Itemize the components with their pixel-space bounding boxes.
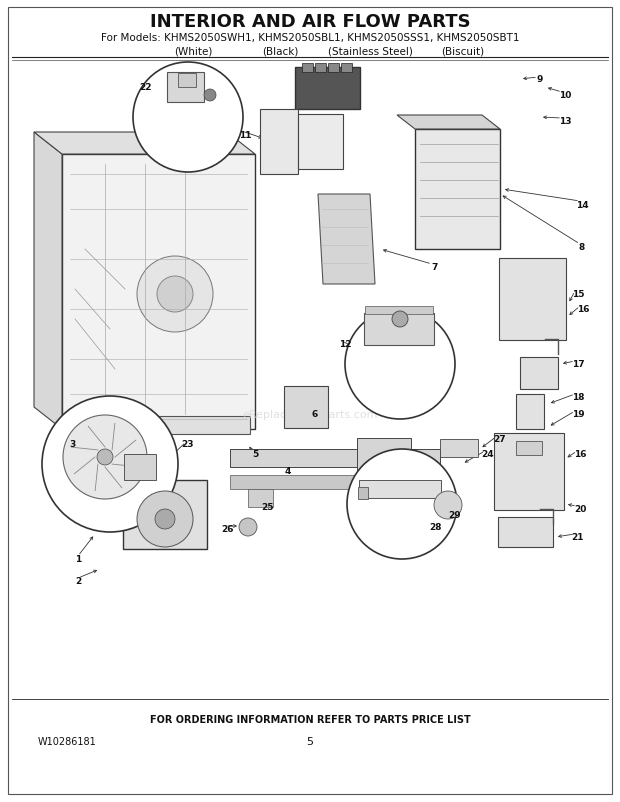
Text: (Stainless Steel): (Stainless Steel) <box>327 46 412 56</box>
Text: 2: 2 <box>75 577 81 585</box>
Text: FOR ORDERING INFORMATION REFER TO PARTS PRICE LIST: FOR ORDERING INFORMATION REFER TO PARTS … <box>149 714 471 724</box>
FancyBboxPatch shape <box>520 358 558 390</box>
Circle shape <box>137 492 193 547</box>
Polygon shape <box>318 195 375 285</box>
FancyBboxPatch shape <box>340 63 352 72</box>
Text: (Black): (Black) <box>262 46 298 56</box>
Text: 20: 20 <box>574 505 586 514</box>
Text: INTERIOR AND AIR FLOW PARTS: INTERIOR AND AIR FLOW PARTS <box>149 13 471 31</box>
Text: For Models: KHMS2050SWH1, KHMS2050SBL1, KHMS2050SSS1, KHMS2050SBT1: For Models: KHMS2050SWH1, KHMS2050SBL1, … <box>100 33 520 43</box>
Circle shape <box>157 277 193 313</box>
FancyBboxPatch shape <box>415 130 500 249</box>
Circle shape <box>347 449 457 559</box>
Text: 26: 26 <box>222 525 234 534</box>
FancyBboxPatch shape <box>357 439 411 471</box>
Circle shape <box>155 509 175 529</box>
Text: 18: 18 <box>572 393 584 402</box>
Text: 5: 5 <box>306 736 314 746</box>
FancyBboxPatch shape <box>295 68 360 110</box>
Text: 5: 5 <box>252 450 258 459</box>
Text: 14: 14 <box>576 200 588 209</box>
FancyBboxPatch shape <box>178 74 196 88</box>
Circle shape <box>42 396 178 533</box>
Text: 12: 12 <box>339 340 352 349</box>
FancyBboxPatch shape <box>123 480 207 549</box>
FancyBboxPatch shape <box>499 259 566 341</box>
Text: 27: 27 <box>494 435 507 444</box>
Circle shape <box>63 415 147 500</box>
Text: 15: 15 <box>572 290 584 299</box>
Circle shape <box>137 257 213 333</box>
Polygon shape <box>34 133 255 155</box>
FancyBboxPatch shape <box>440 439 478 457</box>
Text: 10: 10 <box>559 91 571 100</box>
FancyBboxPatch shape <box>365 306 433 314</box>
FancyBboxPatch shape <box>230 449 440 468</box>
Polygon shape <box>34 133 62 429</box>
FancyBboxPatch shape <box>230 476 440 489</box>
Text: 16: 16 <box>574 450 587 459</box>
Text: 7: 7 <box>432 263 438 272</box>
Circle shape <box>392 312 408 327</box>
FancyBboxPatch shape <box>516 395 544 429</box>
Text: 23: 23 <box>182 440 194 449</box>
Text: 28: 28 <box>429 523 441 532</box>
Text: 1: 1 <box>75 555 81 564</box>
Text: 13: 13 <box>559 117 571 127</box>
Text: 21: 21 <box>572 533 584 542</box>
FancyBboxPatch shape <box>298 115 343 170</box>
FancyBboxPatch shape <box>62 155 255 429</box>
Text: 22: 22 <box>139 83 151 92</box>
FancyBboxPatch shape <box>515 441 541 455</box>
Text: 6: 6 <box>312 410 318 419</box>
Text: 29: 29 <box>449 510 461 519</box>
FancyBboxPatch shape <box>167 73 204 103</box>
Text: 11: 11 <box>239 131 251 140</box>
FancyBboxPatch shape <box>248 489 273 508</box>
FancyBboxPatch shape <box>314 63 326 72</box>
FancyBboxPatch shape <box>327 63 339 72</box>
FancyBboxPatch shape <box>260 110 298 175</box>
FancyBboxPatch shape <box>359 480 441 498</box>
FancyBboxPatch shape <box>494 433 564 510</box>
Text: 16: 16 <box>577 305 589 314</box>
Text: W10286181: W10286181 <box>38 736 97 746</box>
Text: 17: 17 <box>572 360 584 369</box>
Circle shape <box>97 449 113 465</box>
Text: 4: 4 <box>285 467 291 476</box>
Text: 19: 19 <box>572 410 584 419</box>
Text: (White): (White) <box>174 46 212 56</box>
Circle shape <box>345 310 455 419</box>
FancyBboxPatch shape <box>498 517 553 547</box>
FancyBboxPatch shape <box>67 416 250 435</box>
Text: (Biscuit): (Biscuit) <box>441 46 485 56</box>
Circle shape <box>239 518 257 537</box>
Circle shape <box>204 90 216 102</box>
Text: eReplacementParts.com: eReplacementParts.com <box>242 410 378 419</box>
FancyBboxPatch shape <box>364 314 434 346</box>
Text: 3: 3 <box>69 440 75 449</box>
Text: 9: 9 <box>537 75 543 84</box>
Circle shape <box>133 63 243 172</box>
FancyBboxPatch shape <box>358 488 368 500</box>
FancyBboxPatch shape <box>284 387 328 428</box>
Polygon shape <box>397 115 500 130</box>
FancyBboxPatch shape <box>301 63 312 72</box>
Text: 25: 25 <box>262 503 274 512</box>
Text: 8: 8 <box>579 243 585 252</box>
FancyBboxPatch shape <box>124 455 156 480</box>
Circle shape <box>434 492 462 520</box>
Text: 24: 24 <box>482 450 494 459</box>
